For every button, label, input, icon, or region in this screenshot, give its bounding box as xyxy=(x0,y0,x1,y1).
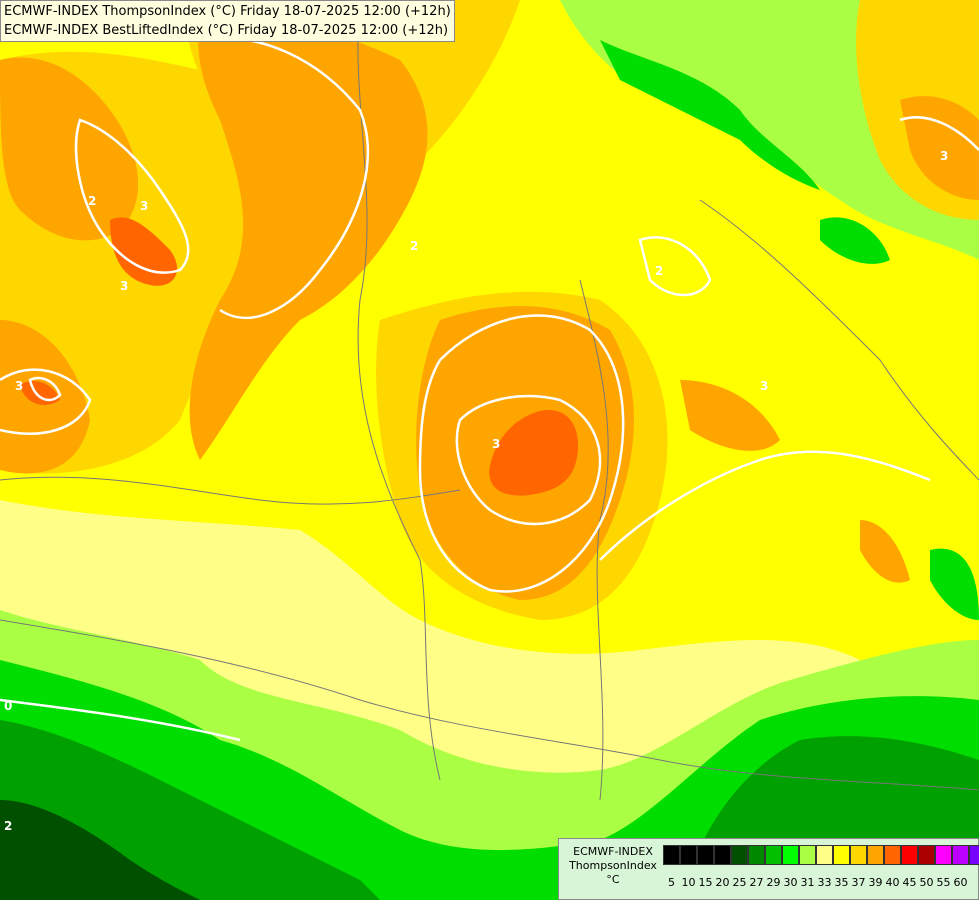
legend-swatch xyxy=(663,845,680,865)
legend-tick-label: 20 xyxy=(715,876,730,889)
contour-label: 3 xyxy=(940,149,948,163)
contour-label: 2 xyxy=(410,239,418,253)
legend-unit: °C xyxy=(606,873,620,886)
contour-label: 0 xyxy=(4,699,12,713)
legend-swatch xyxy=(748,845,765,865)
contour-label: 3 xyxy=(120,279,128,293)
legend-tick-label: 31 xyxy=(800,876,815,889)
legend-tick-label: 55 xyxy=(936,876,951,889)
legend-tick-label: 25 xyxy=(732,876,747,889)
legend-color-bar xyxy=(663,845,979,865)
legend-tick-label: 45 xyxy=(902,876,917,889)
legend-ticks: 5 10 15 20 25 27 29 30 31 33 35 37 39 40 45 50 55 60 xyxy=(663,876,969,889)
contour-label: 3 xyxy=(492,437,500,451)
legend-tick-label: 33 xyxy=(817,876,832,889)
legend-tick-label: 29 xyxy=(766,876,781,889)
hot-core-northwest xyxy=(110,217,178,286)
orange-zone-east3 xyxy=(860,520,910,583)
legend-tick-label: 37 xyxy=(851,876,866,889)
legend-tick-label: 30 xyxy=(783,876,798,889)
orange-zone-east2 xyxy=(680,380,780,451)
legend-tick-label: 27 xyxy=(749,876,764,889)
contour-label: 3 xyxy=(15,379,23,393)
contour-label: 2 xyxy=(4,819,12,833)
legend-swatch xyxy=(833,845,850,865)
contour-label: 2 xyxy=(88,194,96,208)
legend-tick-label: 15 xyxy=(698,876,713,889)
legend-swatch xyxy=(799,845,816,865)
legend-tick-label: 35 xyxy=(834,876,849,889)
legend-swatch xyxy=(731,845,748,865)
legend-swatch xyxy=(884,845,901,865)
legend-swatch xyxy=(782,845,799,865)
hot-core-center xyxy=(489,410,579,496)
dark-green-zone xyxy=(0,800,200,900)
legend-swatch xyxy=(714,845,731,865)
contour-label-group: 3 3 3 2 2 3 3 3 2 0 2 xyxy=(4,149,948,833)
far-east-green xyxy=(930,548,979,620)
legend-swatch xyxy=(680,845,697,865)
country-borders xyxy=(0,0,979,801)
legend-parameter: ThompsonIndex xyxy=(569,859,657,872)
contour-lines xyxy=(0,36,979,742)
contour-label: 2 xyxy=(655,264,663,278)
legend-swatch xyxy=(969,845,979,865)
legend-tick-label: 10 xyxy=(681,876,696,889)
legend-swatch xyxy=(697,845,714,865)
east-green-patch xyxy=(820,217,890,264)
legend-swatch xyxy=(765,845,782,865)
legend-swatch xyxy=(952,845,969,865)
legend-tick-label: 39 xyxy=(868,876,883,889)
map-title-box: ECMWF-INDEX ThompsonIndex (°C) Friday 18… xyxy=(0,0,455,42)
legend-swatch xyxy=(867,845,884,865)
legend-tick-label: 50 xyxy=(919,876,934,889)
legend-swatch xyxy=(901,845,918,865)
color-legend: ECMWF-INDEX ThompsonIndex °C 5 10 15 20 25 27… xyxy=(558,838,979,900)
legend-swatch xyxy=(935,845,952,865)
legend-tick-label: 5 xyxy=(668,876,675,889)
legend-tick-label: 40 xyxy=(885,876,900,889)
legend-label: ECMWF-INDEX ThompsonIndex °C xyxy=(565,845,661,887)
legend-swatch xyxy=(850,845,867,865)
northeast-green-inner xyxy=(600,40,820,190)
legend-swatch xyxy=(918,845,935,865)
orange-zone-east xyxy=(900,96,979,200)
legend-model: ECMWF-INDEX xyxy=(573,845,653,858)
contour-label: 3 xyxy=(140,199,148,213)
legend-tick-label: 60 xyxy=(953,876,968,889)
orange-zone-north xyxy=(189,17,428,460)
legend-swatch xyxy=(816,845,833,865)
orange-zone-west xyxy=(0,57,139,241)
contour-label: 3 xyxy=(760,379,768,393)
title-line-thompson: ECMWF-INDEX ThompsonIndex (°C) Friday 18… xyxy=(4,4,451,19)
title-line-lifted: ECMWF-INDEX BestLiftedIndex (°C) Friday … xyxy=(4,23,449,38)
